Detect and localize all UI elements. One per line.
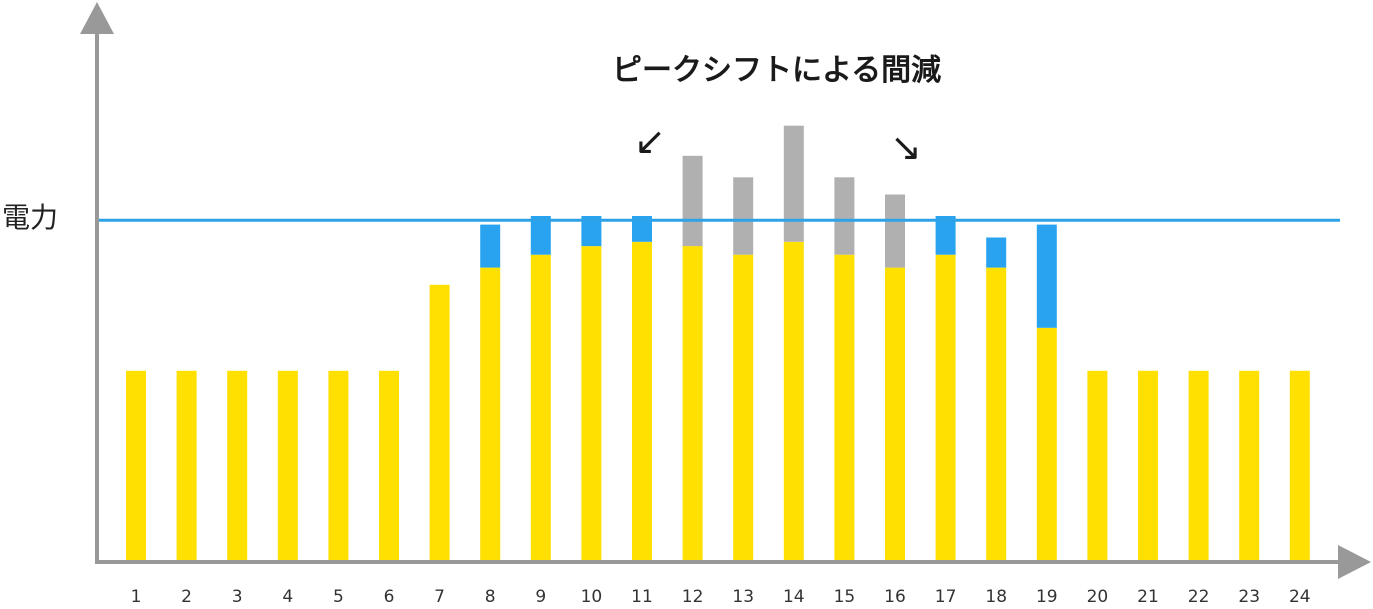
- x-tick-label: 14: [783, 587, 805, 607]
- bar-shifted-19: [1036, 224, 1057, 328]
- y-axis-label: 電力: [2, 201, 58, 234]
- bar-base-8: [480, 267, 501, 560]
- x-tick-label: 5: [333, 587, 344, 607]
- bar-base-6: [379, 370, 399, 560]
- x-tick-label: 21: [1137, 587, 1159, 607]
- bar-shifted-17: [935, 216, 956, 255]
- bar-peak_cut-12: [682, 155, 703, 247]
- bar-shifted-8: [480, 224, 501, 268]
- bar-base-3: [227, 370, 248, 560]
- x-tick-labels: 1 2 3 4 5 6 7 8 9 10 11 12 13 14 15 16 17 18 19 20 21 22 23 24: [131, 587, 1311, 607]
- bar-base-17: [935, 254, 956, 560]
- bar-base-16: [885, 267, 905, 560]
- bar-base-11: [632, 241, 652, 561]
- x-tick-label: 18: [985, 587, 1007, 607]
- x-tick-label: 12: [682, 587, 704, 607]
- bar-base-19: [1036, 327, 1057, 560]
- bar-base-5: [328, 370, 349, 560]
- x-tick-label: 24: [1289, 587, 1311, 607]
- axes: [80, 2, 1371, 579]
- x-tick-label: 13: [732, 587, 754, 607]
- bar-base-14: [783, 241, 804, 561]
- bar-base-20: [1087, 370, 1108, 560]
- x-tick-label: 4: [282, 587, 293, 607]
- x-tick-label: 16: [884, 587, 906, 607]
- bar-base-4: [277, 370, 298, 560]
- bar-shifted-10: [581, 216, 602, 247]
- bar-shifted-18: [986, 237, 1007, 268]
- x-tick-label: 17: [935, 587, 957, 607]
- x-tick-label: 2: [181, 587, 192, 607]
- bar-shifted-9: [530, 216, 551, 255]
- x-tick-label: 1: [131, 587, 142, 607]
- bar-base-7: [429, 284, 450, 560]
- x-tick-label: 3: [232, 587, 243, 607]
- bar-group: [126, 125, 1310, 561]
- x-tick-label: 23: [1238, 587, 1260, 607]
- x-tick-label: 6: [384, 587, 395, 607]
- x-axis-arrowhead: [1338, 545, 1371, 579]
- x-tick-label: 15: [834, 587, 856, 607]
- bar-base-2: [176, 370, 197, 560]
- x-tick-label: 11: [631, 587, 653, 607]
- bar-base-18: [986, 267, 1007, 560]
- bar-peak_cut-16: [885, 194, 905, 268]
- bar-base-1: [126, 370, 146, 560]
- bar-peak_cut-15: [834, 177, 855, 255]
- x-tick-label: 10: [581, 587, 603, 607]
- x-tick-label: 7: [434, 587, 445, 607]
- arrow-down-left-icon: ↙: [634, 119, 666, 163]
- bar-base-10: [581, 246, 602, 560]
- bar-peak_cut-14: [783, 125, 804, 242]
- bar-base-13: [733, 254, 754, 560]
- arrow-down-right-icon: ↘: [890, 125, 922, 169]
- bar-base-23: [1239, 370, 1260, 560]
- bar-base-21: [1138, 370, 1158, 560]
- x-tick-label: 20: [1087, 587, 1109, 607]
- bar-shifted-11: [632, 216, 652, 242]
- bar-base-12: [682, 246, 703, 560]
- x-tick-label: 8: [485, 587, 496, 607]
- x-tick-label: 19: [1036, 587, 1058, 607]
- bar-base-9: [530, 254, 551, 560]
- x-tick-label: 22: [1188, 587, 1210, 607]
- x-tick-label: 9: [535, 587, 546, 607]
- chart-title: ピークシフトによる間減: [612, 53, 941, 88]
- y-axis-arrowhead: [80, 2, 114, 34]
- bar-peak_cut-13: [733, 177, 754, 255]
- bar-base-15: [834, 254, 855, 560]
- bar-base-24: [1289, 370, 1310, 560]
- bar-base-22: [1188, 370, 1209, 560]
